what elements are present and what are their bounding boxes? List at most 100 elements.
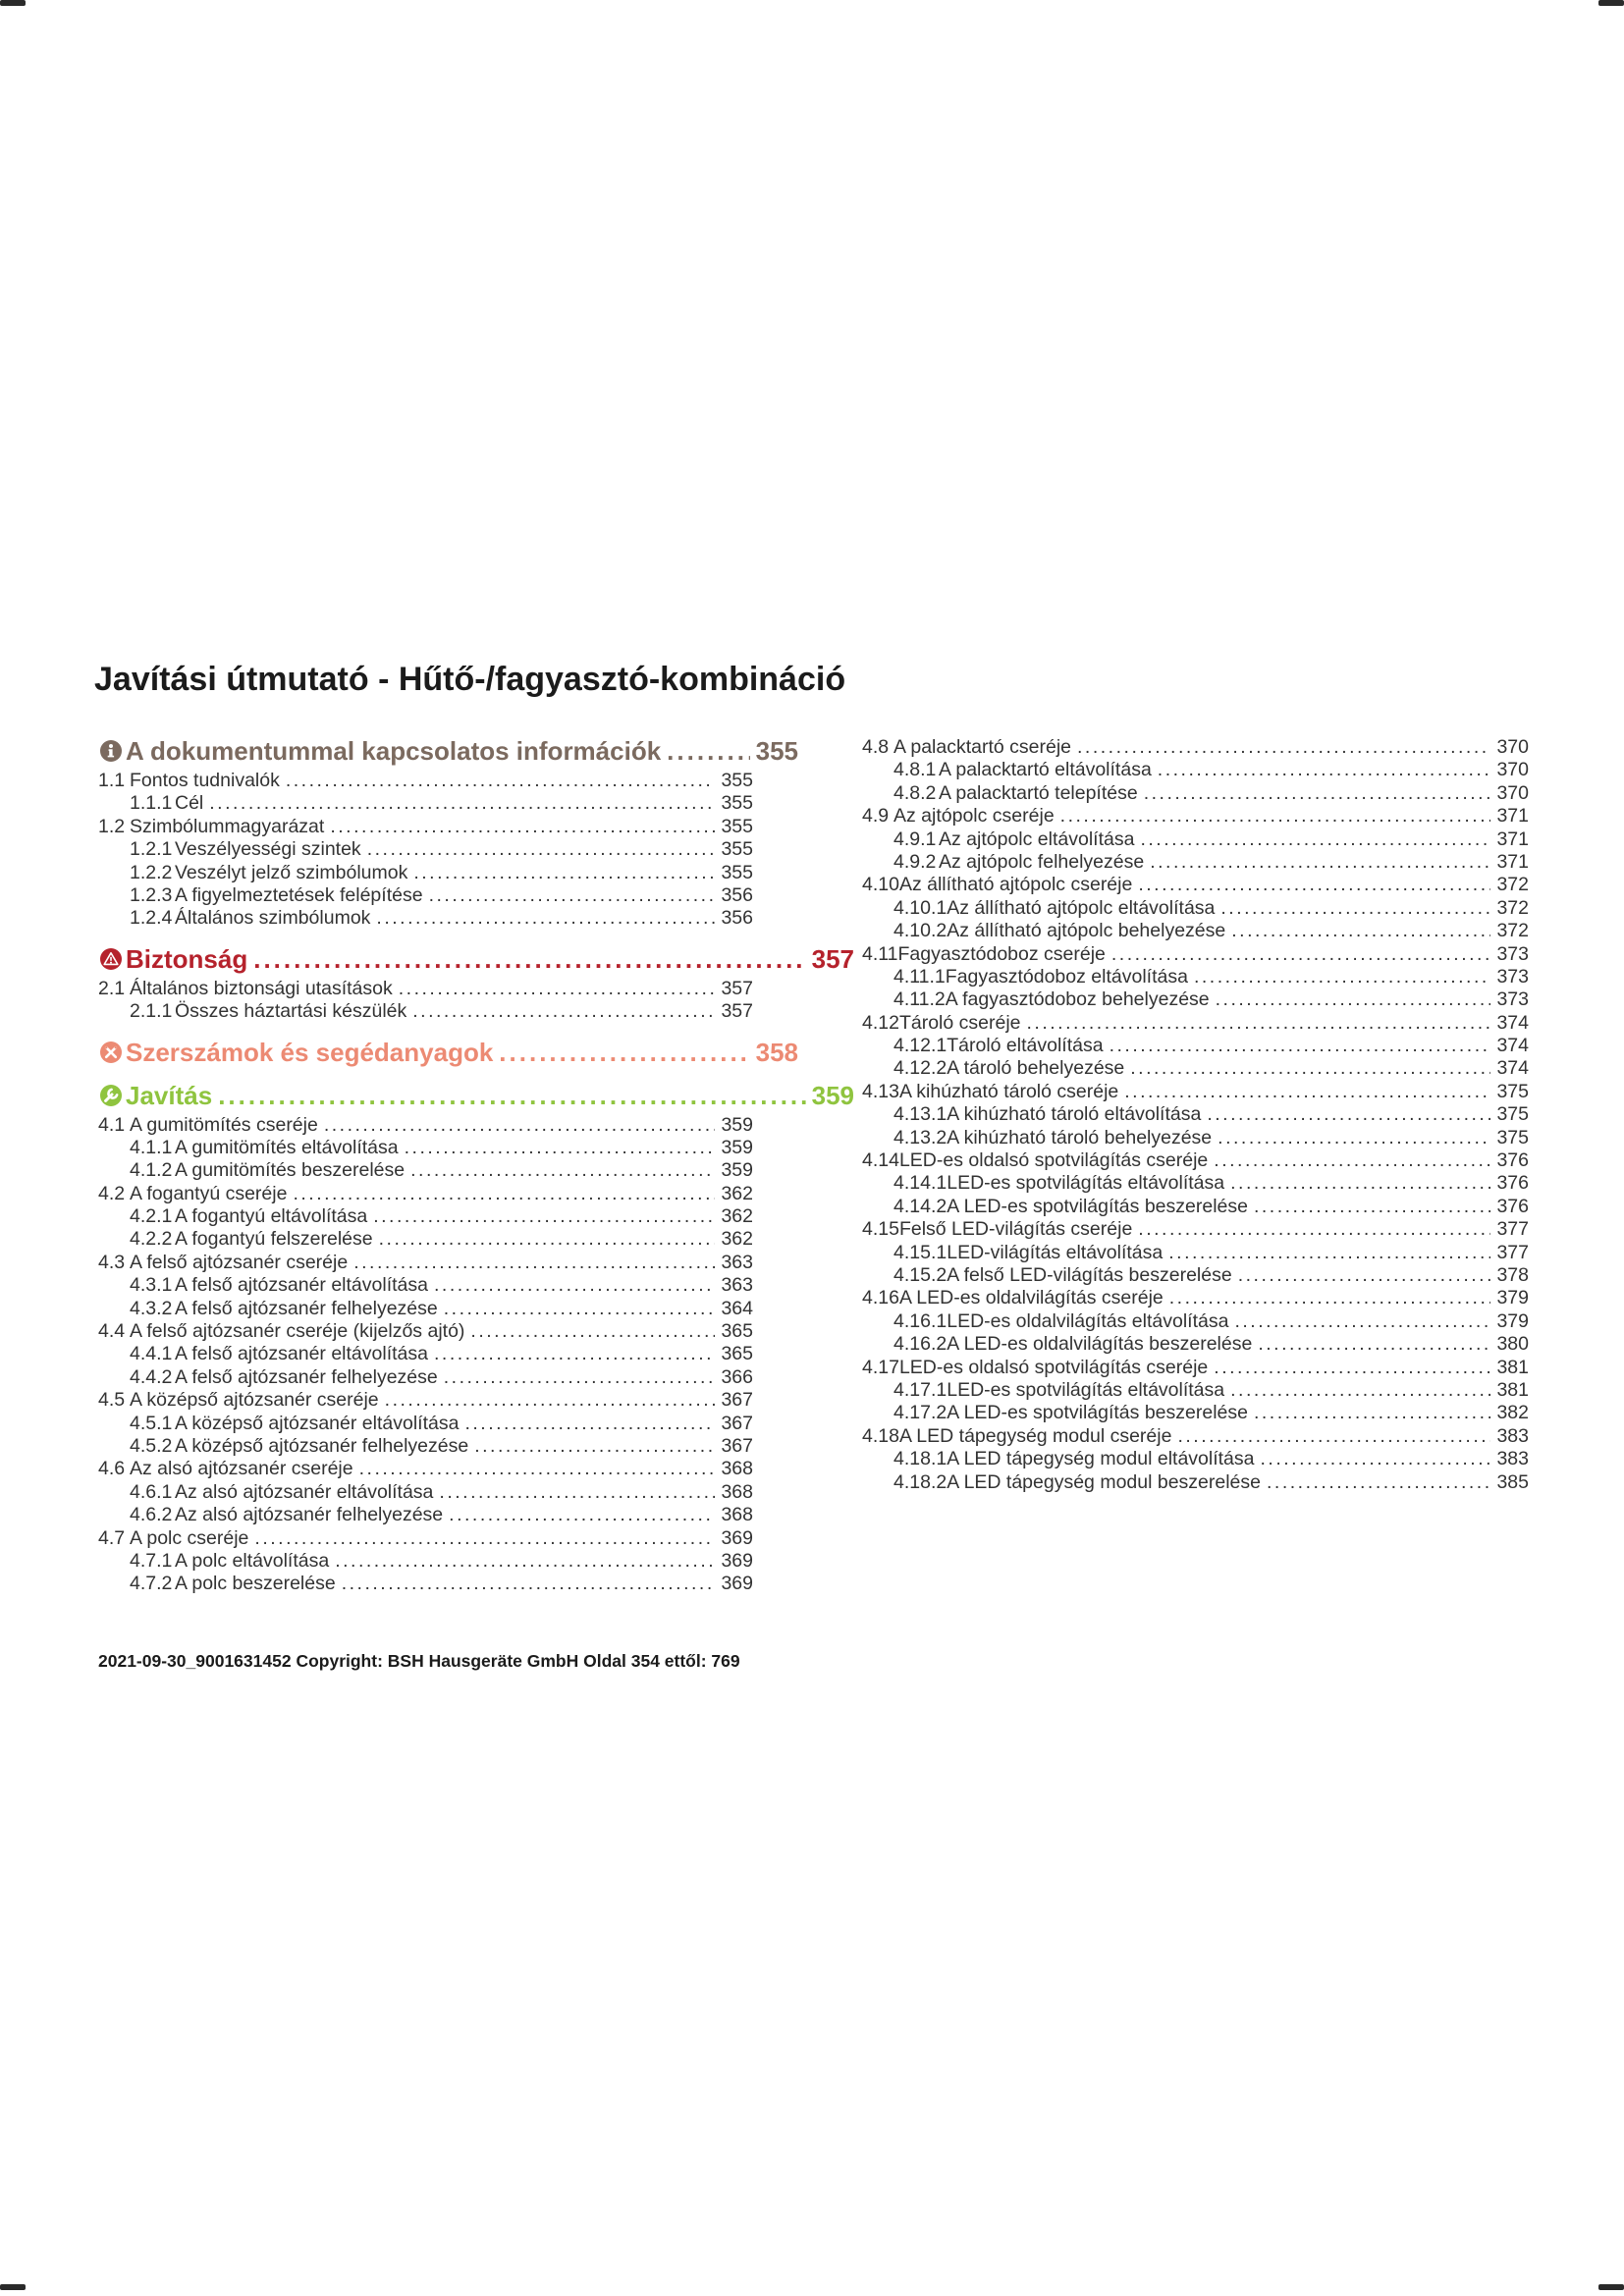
toc-entry[interactable]: 4.2.2A fogantyú felszerelése 362	[98, 1228, 859, 1251]
toc-entry[interactable]: 4.5.1A középső ajtózsanér eltávolítása 36…	[98, 1413, 859, 1435]
toc-entry[interactable]: 1.2.3A figyelmeztetések felépítése 356	[98, 884, 859, 907]
toc-entry-page: 372	[1496, 920, 1529, 942]
toc-entry[interactable]: 4.16.1 LED-es oldalvilágítás eltávolítása…	[862, 1310, 1532, 1333]
toc-entry[interactable]: 4.16A LED-es oldalvilágítás cseréje 379	[862, 1287, 1532, 1309]
toc-entry-label: A tároló behelyezése	[947, 1057, 1125, 1080]
toc-entry[interactable]: 4.4.2A felső ajtózsanér felhelyezése 366	[98, 1366, 859, 1389]
toc-entry[interactable]: 4.2A fogantyú cseréje 362	[98, 1183, 859, 1205]
toc-entry[interactable]: 4.3.2A felső ajtózsanér felhelyezése 364	[98, 1298, 859, 1320]
toc-entry-label: Az ajtópolc eltávolítása	[939, 828, 1135, 850]
toc-entry[interactable]: 4.8A palacktartó cseréje 370	[862, 736, 1532, 759]
dot-leader	[1111, 943, 1491, 966]
toc-entry[interactable]: 4.9.1Az ajtópolc eltávolítása 371	[862, 828, 1532, 851]
toc-entry[interactable]: 4.11.2A fagyasztódoboz behelyezése 373	[862, 988, 1532, 1011]
toc-entry[interactable]: 4.10.2Az állítható ajtópolc behelyezése 3…	[862, 920, 1532, 942]
toc-entry-number: 4.4.2	[130, 1365, 173, 1388]
dot-leader	[1267, 1471, 1490, 1494]
toc-entry[interactable]: 4.14 LED-es oldalsó spotvilágítás cseréje…	[862, 1149, 1532, 1172]
dot-leader	[1214, 1149, 1490, 1172]
toc-entry[interactable]: 4.18A LED tápegység modul cseréje 383	[862, 1425, 1532, 1448]
toc-entry-number: 4.5	[98, 1389, 126, 1412]
toc-entry-page: 369	[721, 1573, 753, 1595]
toc-section-safety[interactable]: Biztonság 357	[98, 944, 859, 974]
dot-leader	[667, 736, 749, 766]
toc-entry[interactable]: 4.16.2 A LED-es oldalvilágítás beszerelés…	[862, 1333, 1532, 1356]
toc-entry[interactable]: 4.9.2Az ajtópolc felhelyezése 371	[862, 851, 1532, 874]
toc-entry[interactable]: 4.3A felső ajtózsanér cseréje 363	[98, 1252, 859, 1274]
scan-corner-mark	[0, 2284, 26, 2290]
toc-entry-number: 4.8.1	[893, 759, 937, 781]
toc-entry[interactable]: 4.13.2A kihúzható tároló behelyezése 375	[862, 1127, 1532, 1149]
toc-entry-page: 375	[1496, 1103, 1529, 1126]
toc-entry[interactable]: 4.15.2A felső LED-világítás beszerelése 3…	[862, 1264, 1532, 1287]
toc-entry[interactable]: 4.18.1 A LED tápegység modul eltávolítása…	[862, 1448, 1532, 1470]
toc-entry[interactable]: 4.2.1A fogantyú eltávolítása 362	[98, 1205, 859, 1228]
toc-entry[interactable]: 4.13.1A kihúzható tároló eltávolítása 375	[862, 1103, 1532, 1126]
toc-entry[interactable]: 4.9Az ajtópolc cseréje 371	[862, 805, 1532, 828]
toc-entry[interactable]: 4.8.2A palacktartó telepítése 370	[862, 782, 1532, 805]
toc-entry[interactable]: 4.5A középső ajtózsanér cseréje 367	[98, 1389, 859, 1412]
toc-entry[interactable]: 4.8.1A palacktartó eltávolítása 370	[862, 759, 1532, 781]
toc-entry[interactable]: 4.1.2A gumitömítés beszerelése 359	[98, 1159, 859, 1182]
toc-entry-label: A palacktartó eltávolítása	[939, 759, 1152, 781]
toc-section-page: 358	[755, 1037, 798, 1067]
toc-entry[interactable]: 4.18.2A LED tápegység modul beszerelése 3…	[862, 1471, 1532, 1494]
toc-entry[interactable]: 4.7.1A polc eltávolítása 369	[98, 1550, 859, 1573]
toc-entry-number: 4.9.1	[893, 828, 937, 850]
dot-leader	[367, 838, 716, 861]
toc-entry-page: 359	[721, 1136, 753, 1158]
toc-entry[interactable]: 4.17.2 A LED-es spotvilágítás beszerelése…	[862, 1402, 1532, 1424]
dot-leader	[434, 1274, 715, 1297]
toc-entry[interactable]: 4.4 A felső ajtózsanér cseréje (kijelzős …	[98, 1320, 859, 1343]
toc-entry-label: A középső ajtózsanér felhelyezése	[175, 1434, 469, 1457]
toc-entry-label: A gumitömítés cseréje	[130, 1113, 318, 1136]
toc-entry-label: Az állítható ajtópolc behelyezése	[947, 920, 1226, 942]
toc-entry[interactable]: 4.7A polc cseréje 369	[98, 1527, 859, 1550]
toc-entry[interactable]: 4.13A kihúzható tároló cseréje 375	[862, 1081, 1532, 1103]
toc-entry[interactable]: 4.7.2A polc beszerelése 369	[98, 1573, 859, 1595]
toc-entry[interactable]: 4.6.2Az alsó ajtózsanér felhelyezése 368	[98, 1504, 859, 1526]
toc-entry[interactable]: 4.6Az alsó ajtózsanér cseréje 368	[98, 1458, 859, 1480]
toc-section-repair[interactable]: Javítás 359	[98, 1081, 859, 1110]
dot-leader	[1144, 782, 1491, 805]
toc-entry[interactable]: 4.14.2 A LED-es spotvilágítás beszerelése…	[862, 1196, 1532, 1218]
toc-entry-label: A felső ajtózsanér felhelyezése	[175, 1365, 438, 1388]
toc-entry[interactable]: 4.5.2A középső ajtózsanér felhelyezése 36…	[98, 1435, 859, 1458]
toc-section-info[interactable]: A dokumentummal kapcsolatos információk 3…	[98, 736, 859, 766]
toc-entry[interactable]: 4.4.1A felső ajtózsanér eltávolítása 365	[98, 1343, 859, 1365]
dot-leader	[444, 1366, 716, 1389]
toc-entry[interactable]: 4.17 LED-es oldalsó spotvilágítás cseréje…	[862, 1357, 1532, 1379]
toc-section-tools[interactable]: Szerszámok és segédanyagok 358	[98, 1038, 859, 1067]
toc-entry[interactable]: 4.3.1A felső ajtózsanér eltávolítása 363	[98, 1274, 859, 1297]
toc-entry-number: 4.12.1	[893, 1035, 947, 1057]
toc-entry[interactable]: 4.12.2A tároló behelyezése 374	[862, 1057, 1532, 1080]
toc-entry[interactable]: 4.10.1 Az állítható ajtópolc eltávolítása…	[862, 897, 1532, 920]
toc-entry-number: 4.6	[98, 1458, 126, 1480]
toc-entry-number: 4.4	[98, 1320, 126, 1343]
dot-leader	[1214, 1357, 1490, 1379]
toc-entry-label: LED-es oldalvilágítás eltávolítása	[947, 1309, 1229, 1332]
toc-entry[interactable]: 4.6.1Az alsó ajtózsanér eltávolítása 368	[98, 1481, 859, 1504]
toc-entry[interactable]: 4.1.1A gumitömítés eltávolítása 359	[98, 1137, 859, 1159]
toc-entry-label: A kihúzható tároló eltávolítása	[947, 1103, 1202, 1126]
toc-entry-label: Tároló cseréje	[898, 1011, 1021, 1034]
dot-leader	[1238, 1264, 1491, 1287]
toc-entry[interactable]: 4.1A gumitömítés cseréje 359	[98, 1114, 859, 1137]
